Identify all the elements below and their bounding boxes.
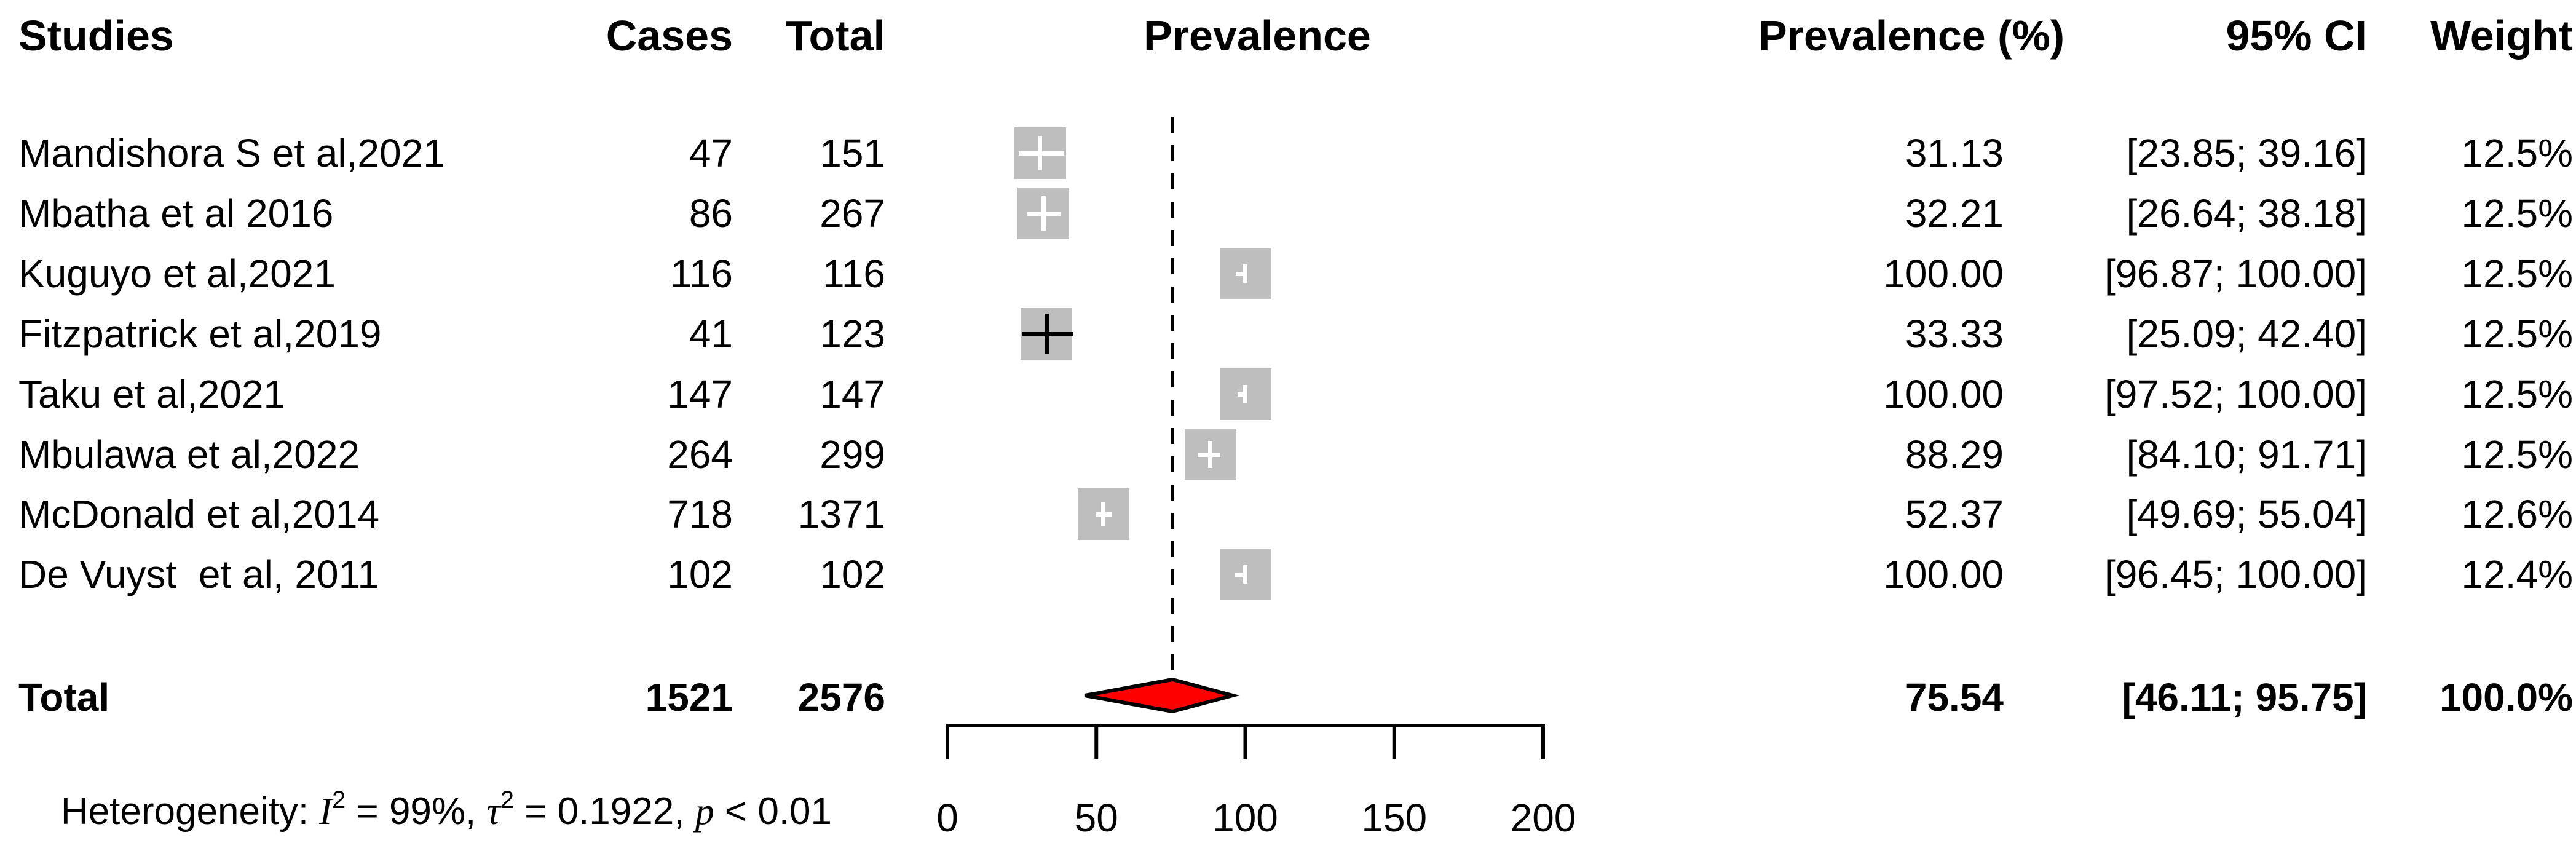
study-cases: 47 bbox=[689, 131, 733, 175]
study-prevalence: 100.00 bbox=[1883, 552, 2004, 596]
x-tick-label: 150 bbox=[1361, 796, 1428, 840]
heterogeneity-prefix: Heterogeneity: bbox=[60, 790, 320, 833]
study-name: Mbulawa et al,2022 bbox=[18, 432, 360, 477]
total-label: Total bbox=[18, 675, 110, 719]
study-name: Kuguyo et al,2021 bbox=[18, 252, 336, 296]
column-header-studies: Studies bbox=[18, 12, 174, 60]
i-squared-exponent: 2 bbox=[332, 787, 346, 814]
study-prevalence: 100.00 bbox=[1883, 252, 2004, 296]
point-estimate-tick bbox=[1243, 264, 1247, 283]
column-header-total: Total bbox=[785, 12, 885, 60]
point-estimate-tick bbox=[1101, 502, 1106, 526]
study-name: De Vuyst et al, 2011 bbox=[18, 552, 379, 596]
study-cases: 41 bbox=[689, 312, 733, 356]
study-ci: [84.10; 91.71] bbox=[2126, 432, 2367, 477]
study-cases: 116 bbox=[670, 252, 733, 296]
point-estimate-tick bbox=[1243, 565, 1247, 584]
study-prevalence: 31.13 bbox=[1905, 131, 2004, 175]
study-name: Taku et al,2021 bbox=[18, 372, 286, 416]
x-tick-label: 200 bbox=[1510, 796, 1576, 840]
heterogeneity-note: Heterogeneity: I2 = 99%, τ2 = 0.1922, p … bbox=[18, 738, 832, 848]
point-estimate-tick bbox=[1038, 136, 1043, 170]
study-cases: 147 bbox=[667, 372, 733, 416]
study-cases: 102 bbox=[667, 552, 733, 596]
study-weight: 12.5% bbox=[2461, 252, 2573, 296]
study-weight: 12.5% bbox=[2461, 312, 2573, 356]
study-name: Mbatha et al 2016 bbox=[18, 191, 334, 236]
study-prevalence: 52.37 bbox=[1905, 492, 2004, 536]
confidence-interval-line bbox=[1235, 572, 1246, 577]
total-cases: 1521 bbox=[645, 675, 733, 719]
study-ci: [96.45; 100.00] bbox=[2104, 552, 2367, 596]
study-prevalence: 100.00 bbox=[1883, 372, 2004, 416]
tau-squared-exponent: 2 bbox=[500, 787, 514, 814]
column-header-95ci: 95% CI bbox=[2226, 12, 2367, 60]
study-name: Fitzpatrick et al,2019 bbox=[18, 312, 382, 356]
tau-squared-value: = 0.1922, bbox=[513, 790, 695, 833]
total-weight: 100.0% bbox=[2439, 675, 2573, 719]
study-weight: 12.5% bbox=[2461, 131, 2573, 175]
study-ci: [97.52; 100.00] bbox=[2104, 372, 2367, 416]
study-cases: 718 bbox=[667, 492, 733, 536]
column-header-prevalence-plot: Prevalence bbox=[1144, 12, 1371, 60]
confidence-interval-line bbox=[1236, 271, 1246, 276]
study-prevalence: 33.33 bbox=[1905, 312, 2004, 356]
total-prevalence: 75.54 bbox=[1905, 675, 2004, 719]
study-prevalence: 88.29 bbox=[1905, 432, 2004, 477]
study-total: 151 bbox=[820, 131, 885, 175]
tau-squared-symbol: τ bbox=[486, 791, 500, 833]
study-cases: 86 bbox=[689, 191, 733, 236]
study-weight: 12.6% bbox=[2461, 492, 2573, 536]
study-total: 267 bbox=[820, 191, 885, 236]
x-tick-label: 0 bbox=[936, 796, 958, 840]
study-total: 116 bbox=[822, 252, 885, 296]
point-estimate-tick bbox=[1044, 314, 1049, 354]
study-ci: [26.64; 38.18] bbox=[2126, 191, 2367, 236]
column-header-weight: Weight bbox=[2430, 12, 2573, 60]
x-tick-label: 100 bbox=[1212, 796, 1278, 840]
total-ci: [46.11; 95.75] bbox=[2122, 675, 2368, 719]
confidence-interval-line bbox=[1238, 392, 1246, 397]
point-estimate-tick bbox=[1041, 196, 1046, 231]
study-weight: 12.4% bbox=[2461, 552, 2573, 596]
study-ci: [25.09; 42.40] bbox=[2126, 312, 2367, 356]
study-name: McDonald et al,2014 bbox=[18, 492, 380, 536]
study-total: 299 bbox=[820, 432, 885, 477]
study-name: Mandishora S et al,2021 bbox=[18, 131, 445, 175]
total-total: 2576 bbox=[797, 675, 885, 719]
point-estimate-tick bbox=[1208, 441, 1213, 468]
column-header-cases: Cases bbox=[606, 12, 733, 60]
study-total: 147 bbox=[820, 372, 885, 416]
study-ci: [49.69; 55.04] bbox=[2126, 492, 2367, 536]
study-weight: 12.5% bbox=[2461, 432, 2573, 477]
i-squared-symbol: I bbox=[319, 791, 333, 833]
study-weight: 12.5% bbox=[2461, 372, 2573, 416]
study-total: 1371 bbox=[797, 492, 885, 536]
i-squared-value: = 99%, bbox=[346, 790, 487, 833]
pooled-estimate-diamond bbox=[1084, 677, 1240, 714]
p-symbol: p bbox=[695, 791, 714, 833]
study-total: 102 bbox=[820, 552, 885, 596]
x-tick-label: 50 bbox=[1074, 796, 1118, 840]
study-ci: [96.87; 100.00] bbox=[2104, 252, 2367, 296]
study-ci: [23.85; 39.16] bbox=[2126, 131, 2367, 175]
study-prevalence: 32.21 bbox=[1905, 191, 2004, 236]
study-weight: 12.5% bbox=[2461, 191, 2573, 236]
column-header-prevalence-pct: Prevalence (%) bbox=[1758, 12, 2065, 60]
study-cases: 264 bbox=[667, 432, 733, 477]
study-total: 123 bbox=[820, 312, 885, 356]
p-value: < 0.01 bbox=[714, 790, 832, 833]
point-estimate-tick bbox=[1243, 385, 1247, 403]
